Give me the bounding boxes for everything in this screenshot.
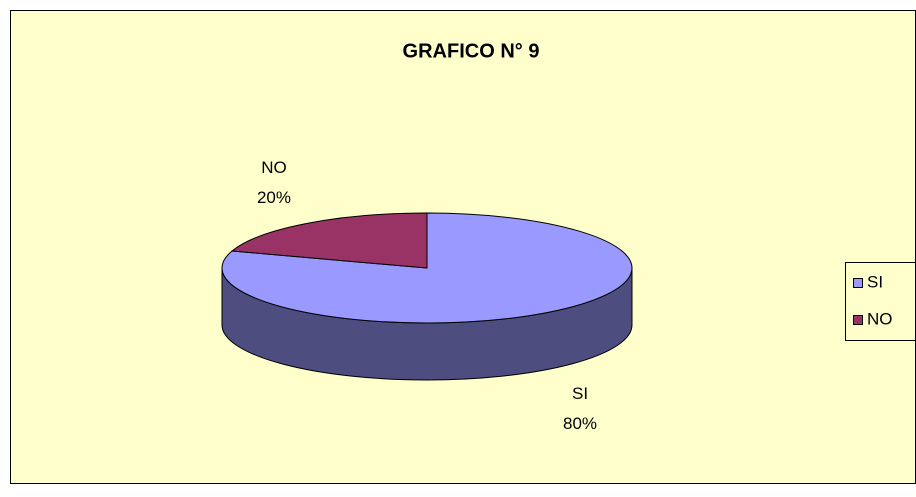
legend-swatch [853,315,863,325]
legend-swatch [853,278,863,288]
slice-category-label: SI [572,384,588,403]
legend-label: SI [867,272,883,291]
chart-title: GRAFICO N° 9 [403,40,540,62]
slice-value-label: 20% [257,188,291,207]
slice-value-label: 80% [563,414,597,433]
legend-label: NO [867,309,893,328]
pie-slice [230,212,428,269]
legend-box [845,262,916,341]
slice-category-label: NO [261,158,287,177]
